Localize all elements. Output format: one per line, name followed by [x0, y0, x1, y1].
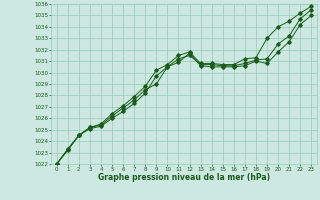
X-axis label: Graphe pression niveau de la mer (hPa): Graphe pression niveau de la mer (hPa) [98, 173, 270, 182]
